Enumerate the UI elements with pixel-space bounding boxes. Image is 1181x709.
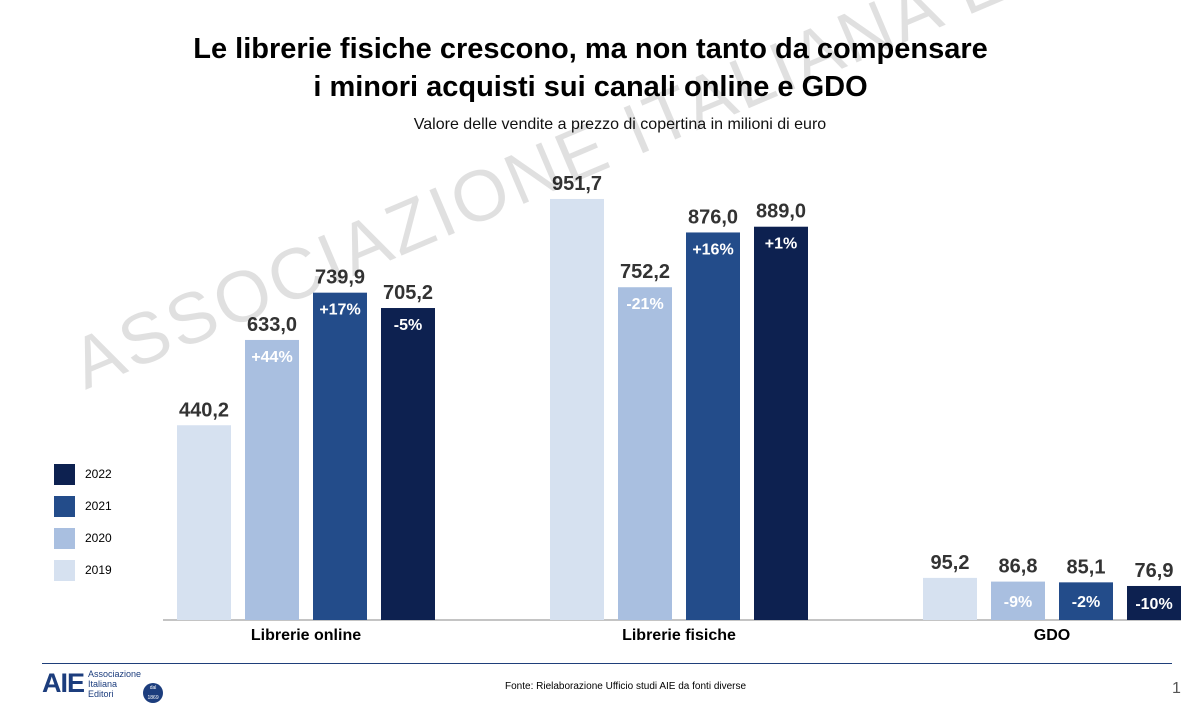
badge-line-2: 1869 bbox=[147, 695, 159, 701]
badge-line-1: dal bbox=[149, 685, 157, 691]
value-label: 889,0 bbox=[756, 201, 806, 223]
bar-2019-0 bbox=[177, 425, 231, 620]
legend-item-2022: 2022 bbox=[54, 458, 112, 490]
bar-2019-2 bbox=[923, 577, 977, 620]
value-label: 440,2 bbox=[179, 399, 229, 421]
legend-item-2021: 2021 bbox=[54, 490, 112, 522]
change-label: -21% bbox=[626, 296, 663, 313]
category-label: GDO bbox=[1034, 627, 1070, 644]
bar-2022-2 bbox=[1127, 585, 1181, 620]
logo-badge: dal 1869 bbox=[143, 683, 164, 703]
logo-caption-3: Editori bbox=[88, 689, 114, 699]
category-label: Librerie fisiche bbox=[622, 627, 736, 644]
value-label: 95,2 bbox=[931, 552, 970, 574]
title-line-1: Le librerie fisiche crescono, ma non tan… bbox=[193, 33, 988, 65]
legend-item-2020: 2020 bbox=[54, 522, 112, 554]
legend-swatch bbox=[54, 527, 75, 549]
legend-swatch bbox=[54, 463, 75, 485]
category-label: Librerie online bbox=[251, 627, 361, 644]
chart-subtitle: Valore delle vendite a prezzo di coperti… bbox=[413, 116, 827, 133]
legend: 2022 2021 2020 2019 bbox=[54, 458, 112, 586]
legend-label: 2020 bbox=[85, 531, 112, 545]
logo-caption-2: Italiana bbox=[88, 679, 118, 689]
footer-divider bbox=[42, 663, 1172, 664]
page-number: 1 bbox=[1172, 680, 1181, 697]
value-label: 76,9 bbox=[1135, 560, 1174, 582]
change-label: -2% bbox=[1072, 594, 1100, 611]
legend-swatch bbox=[54, 495, 75, 517]
logo-text: AIE bbox=[42, 668, 85, 698]
change-label: +1% bbox=[765, 236, 797, 253]
value-label: 85,1 bbox=[1067, 556, 1106, 578]
value-label: 86,8 bbox=[999, 556, 1038, 578]
change-label: -9% bbox=[1004, 594, 1032, 611]
legend-item-2019: 2019 bbox=[54, 554, 112, 586]
bar-2020-0 bbox=[245, 339, 299, 620]
bar-2020-1 bbox=[618, 287, 672, 620]
bar-2021-1 bbox=[686, 232, 740, 621]
bar-2022-0 bbox=[381, 308, 435, 620]
change-label: +16% bbox=[692, 241, 733, 258]
legend-label: 2022 bbox=[85, 467, 112, 481]
value-label: 752,2 bbox=[620, 261, 670, 283]
value-label: 876,0 bbox=[688, 206, 738, 228]
legend-swatch bbox=[54, 559, 75, 581]
source-note: Fonte: Rielaborazione Ufficio studi AIE … bbox=[505, 681, 747, 692]
value-label: 633,0 bbox=[247, 314, 297, 336]
logo-caption: Associazione Italiana Editori bbox=[88, 669, 141, 699]
page-title: Le librerie fisiche crescono, ma non tan… bbox=[0, 30, 1181, 106]
change-label: +44% bbox=[251, 349, 292, 366]
aie-logo: AIE Associazione Italiana Editori dal 18… bbox=[42, 668, 164, 703]
value-label: 705,2 bbox=[383, 282, 433, 304]
bar-2020-2 bbox=[991, 581, 1045, 620]
legend-label: 2019 bbox=[85, 563, 112, 577]
change-label: +17% bbox=[319, 302, 360, 319]
logo-caption-1: Associazione bbox=[88, 669, 142, 679]
change-label: -5% bbox=[394, 317, 422, 334]
bar-2021-2 bbox=[1059, 582, 1113, 620]
value-label: 951,7 bbox=[552, 173, 602, 195]
legend-label: 2021 bbox=[85, 499, 112, 513]
value-label: 739,9 bbox=[315, 267, 365, 289]
bar-2022-1 bbox=[754, 226, 808, 620]
title-line-2: i minori acquisti sui canali online e GD… bbox=[313, 71, 868, 103]
change-label: -10% bbox=[1135, 596, 1172, 613]
bar-2019-1 bbox=[550, 198, 604, 620]
bar-2021-0 bbox=[313, 292, 367, 620]
